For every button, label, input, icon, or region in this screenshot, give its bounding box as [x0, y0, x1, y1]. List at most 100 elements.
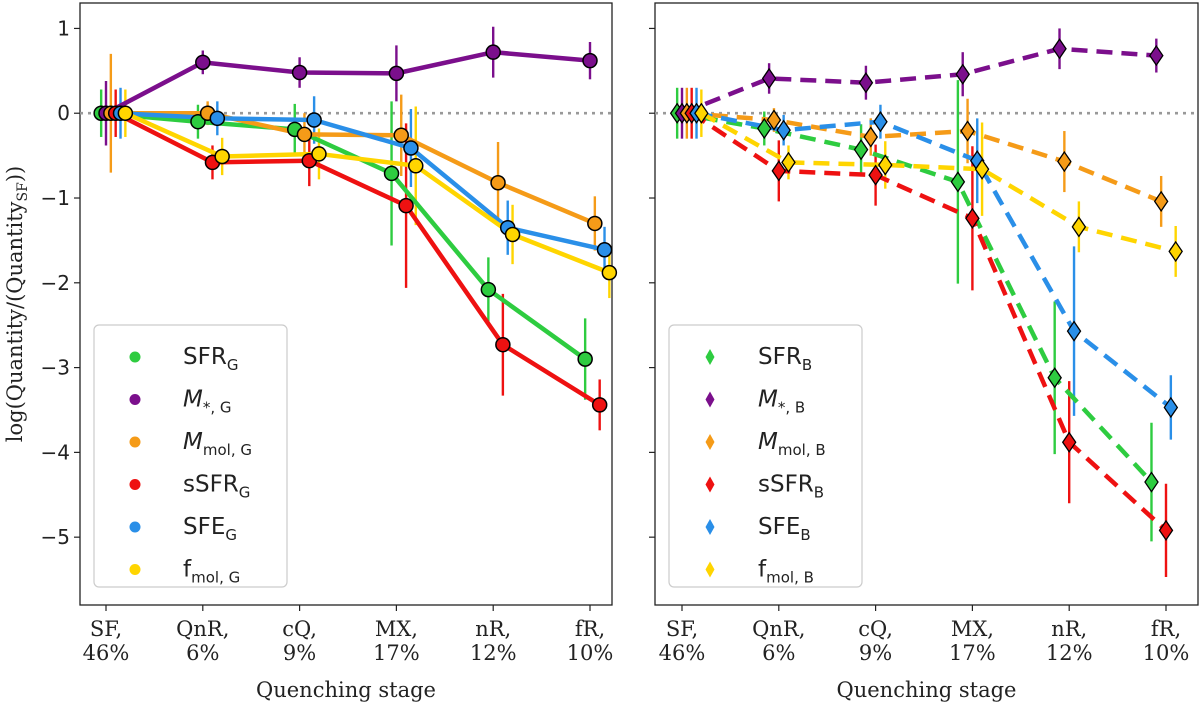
- data-point: [591, 397, 608, 413]
- y-axis-title-main: log(Quantity/(Quantity: [3, 201, 27, 442]
- y-tick-label: 0: [57, 101, 70, 125]
- data-point: [1158, 519, 1174, 542]
- x-tick-label: MX,: [951, 617, 994, 641]
- legend-label-sub: B: [802, 356, 812, 374]
- data-point: [490, 175, 506, 191]
- legend-label-sub: G: [239, 484, 251, 502]
- data-point: [1047, 367, 1062, 389]
- series-line-sSFR_B: [690, 111, 1168, 533]
- legend-label-sub: G: [227, 356, 239, 374]
- data-point: [1144, 471, 1159, 493]
- y-tick-label: −4: [41, 440, 70, 464]
- data-point: [587, 215, 603, 232]
- legend-label: M*, G: [183, 387, 232, 417]
- data-point: [601, 264, 618, 281]
- data-point: [117, 105, 134, 121]
- legend-label-sub: mol, G: [203, 441, 252, 459]
- data-point: [766, 109, 782, 131]
- legend-label-sub: *, B: [778, 399, 805, 417]
- x-tick-label: 17%: [373, 641, 420, 665]
- x-tick-label: 10%: [1143, 641, 1190, 665]
- data-point: [209, 110, 226, 127]
- series-line-SFE_G: [120, 110, 606, 252]
- x-tick-label: fR,: [575, 617, 605, 641]
- x-tick-label: nR,: [475, 617, 511, 641]
- data-point: [596, 241, 613, 258]
- data-point: [214, 148, 230, 165]
- legend-label-main: SFE: [758, 514, 800, 540]
- series-line-Mmol,G: [110, 110, 596, 226]
- data-point: [1163, 396, 1179, 419]
- legend-label-main: M: [183, 387, 203, 413]
- data-point: [311, 146, 327, 162]
- legend-label: Mmol, B: [758, 429, 826, 459]
- legend-label-sub: B: [800, 526, 810, 544]
- data-point: [776, 119, 791, 141]
- legend-marker: [705, 391, 715, 408]
- legend-label-main: SFE: [183, 514, 225, 540]
- data-point: [868, 164, 883, 186]
- x-tick-label: 12%: [470, 641, 517, 665]
- data-point: [1149, 44, 1164, 67]
- data-point: [383, 165, 400, 182]
- legend-label-main: sSFR: [183, 472, 239, 498]
- legend-label: fmol, G: [183, 557, 240, 587]
- legend-label-main: SFR: [758, 344, 802, 370]
- legend-label-sub: mol, G: [191, 569, 240, 587]
- series-line-sSFR_G: [114, 111, 601, 407]
- data-point: [408, 158, 424, 174]
- data-point: [398, 197, 414, 214]
- series-line-fmol_G: [124, 111, 611, 275]
- legend-label: SFRG: [183, 344, 238, 374]
- data-point: [974, 158, 990, 180]
- data-point: [1052, 38, 1067, 60]
- legend-label-sub: G: [225, 526, 237, 544]
- legend-label: sSFRB: [758, 472, 824, 502]
- data-point: [495, 336, 511, 353]
- x-tick-label: cQ,: [282, 617, 317, 641]
- x-tick-label: SF,: [666, 617, 698, 641]
- x-axis-title: Quenching stage: [256, 678, 436, 702]
- data-point: [1168, 240, 1183, 263]
- x-tick-label: 9%: [283, 641, 316, 665]
- series-line-SFR_B: [676, 111, 1154, 484]
- legend-label: SFRB: [758, 344, 812, 374]
- y-tick-label: 1: [57, 16, 70, 40]
- y-axis-title-end: )): [3, 166, 27, 182]
- data-point: [1071, 216, 1087, 238]
- data-point: [950, 171, 966, 193]
- series-line-Mmol,B: [686, 110, 1163, 204]
- legend-label-main: f: [758, 557, 767, 583]
- x-tick-label: 6%: [762, 641, 795, 665]
- y-tick-label: −2: [41, 271, 70, 295]
- legend-label-main: M: [183, 429, 203, 455]
- series-line-M*,B: [681, 46, 1157, 116]
- legend-marker: [129, 479, 141, 490]
- legend-label-sub: B: [814, 484, 824, 502]
- x-tick-label: cQ,: [858, 617, 893, 641]
- legend-label: SFEB: [758, 514, 811, 544]
- data-point: [306, 112, 322, 128]
- legend-label-main: SFR: [183, 344, 227, 370]
- data-point: [863, 126, 879, 148]
- data-point: [480, 281, 497, 298]
- data-point: [190, 113, 206, 130]
- legend-marker: [129, 394, 141, 405]
- panel-left-galaxy-chart: 1 0 −1 −2 −3 −4 −5 SF,46% QnR,6% cQ,9% MX,17% nR,12…: [3, 2, 618, 702]
- x-tick-label: 46%: [659, 641, 706, 665]
- data-point: [960, 120, 975, 142]
- series-line-SFR_G: [100, 110, 587, 361]
- data-point: [955, 63, 971, 85]
- legend-label: sSFRG: [183, 472, 250, 502]
- legend-label: M*, B: [758, 387, 805, 417]
- y-tick-label: −3: [41, 356, 70, 380]
- data-point: [858, 72, 874, 94]
- legend-box: [668, 324, 863, 588]
- data-point: [1066, 320, 1082, 342]
- x-tick-label: MX,: [375, 617, 418, 641]
- data-point: [195, 54, 211, 71]
- data-point: [291, 64, 308, 81]
- y-axis-title: log(Quantity/(QuantitySF)): [3, 166, 31, 442]
- legend-label-main: M: [758, 429, 778, 455]
